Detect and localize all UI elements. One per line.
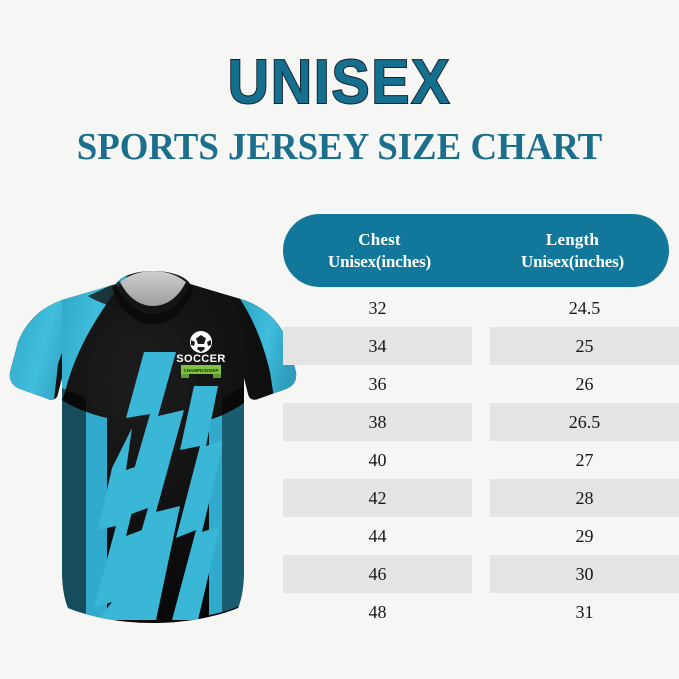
table-header-length-line1: Length (545, 229, 600, 249)
cell-length: 30 (490, 555, 679, 593)
cell-chest: 34 (283, 327, 472, 365)
cell-length: 27 (575, 449, 594, 470)
cell-chest: 36 (368, 373, 387, 394)
cell-length: 29 (575, 525, 594, 546)
cell-chest: 32 (368, 297, 387, 318)
table-row: 36 26 (283, 365, 679, 403)
table-body: 32 24.5 34 25 36 26 38 26.5 40 27 42 28 44 29 46 30 48 31 (283, 289, 679, 631)
cell-chest: 44 (368, 525, 387, 546)
cell-chest: 42 (283, 479, 472, 517)
page-title: UNISEX (227, 48, 452, 117)
cell-length: 26 (575, 373, 594, 394)
cell-chest: 38 (283, 403, 472, 441)
cell-length: 31 (575, 601, 594, 622)
table-header-length: Length Unisex(inches) (476, 214, 669, 287)
table-row: 46 30 (283, 555, 679, 593)
table-header-chest-line2: Unisex(inches) (328, 251, 431, 271)
table-row: 34 25 (283, 327, 679, 365)
table-row: 32 24.5 (283, 289, 679, 327)
jersey-product-image: SOCCER CHAMPIONSHIP (8, 268, 298, 638)
title-block: UNISEX (0, 48, 679, 117)
badge-banner (181, 365, 221, 374)
table-row: 48 31 (283, 593, 679, 631)
table-header-chest: Chest Unisex(inches) (283, 214, 476, 287)
cell-chest: 46 (283, 555, 472, 593)
cell-chest: 40 (368, 449, 387, 470)
badge-title: SOCCER (176, 353, 225, 365)
cell-length: 26.5 (490, 403, 679, 441)
table-row: 42 28 (283, 479, 679, 517)
cell-length: 28 (490, 479, 679, 517)
cell-length: 24.5 (568, 297, 601, 318)
table-header-chest-line1: Chest (358, 229, 401, 249)
badge-banner-label: CHAMPIONSHIP (183, 368, 218, 373)
table-header-row: Chest Unisex(inches) Length Unisex(inche… (283, 214, 669, 287)
jersey-collar (112, 271, 194, 324)
cell-length: 25 (490, 327, 679, 365)
table-header-length-line2: Unisex(inches) (521, 251, 624, 271)
table-row: 40 27 (283, 441, 679, 479)
page-subtitle: SPORTS JERSEY SIZE CHART (76, 126, 603, 168)
cell-chest: 48 (368, 601, 387, 622)
table-row: 44 29 (283, 517, 679, 555)
size-table: Chest Unisex(inches) Length Unisex(inche… (283, 214, 679, 654)
table-row: 38 26.5 (283, 403, 679, 441)
jersey-badge: SOCCER CHAMPIONSHIP (176, 331, 225, 378)
